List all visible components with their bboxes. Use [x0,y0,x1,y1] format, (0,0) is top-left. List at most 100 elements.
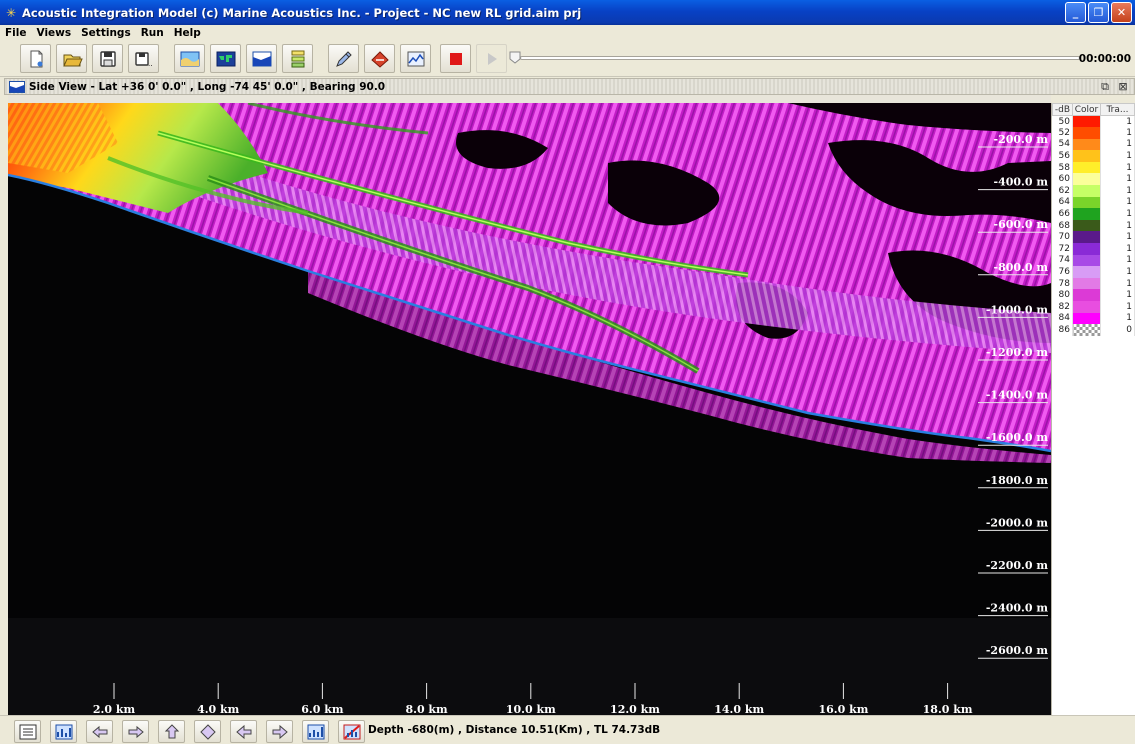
legend-row[interactable]: 72 1 [1052,243,1135,255]
legend-transparency-value[interactable]: 1 [1100,254,1135,267]
legend-row[interactable]: 54 1 [1052,138,1135,151]
legend-transparency-value[interactable]: 1 [1100,312,1135,325]
legend-transparency-value[interactable]: 1 [1100,277,1135,290]
graph-button[interactable] [302,720,329,743]
legend-color-swatch[interactable] [1072,127,1101,139]
legend-transparency-value[interactable]: 1 [1100,173,1135,186]
ship-button[interactable] [364,44,395,73]
legend-row[interactable]: 80 1 [1052,289,1135,301]
legend-transparency-value[interactable]: 1 [1100,161,1135,174]
menu-views[interactable]: Views [36,27,72,39]
map-view-button[interactable] [174,44,205,73]
lower-depth-band [8,618,1051,715]
legend-transparency-value[interactable]: 1 [1100,127,1135,139]
legend-color-swatch[interactable] [1072,185,1101,197]
legend-row[interactable]: 82 1 [1052,301,1135,313]
legend-color-swatch[interactable] [1072,301,1101,313]
legend-color-swatch[interactable] [1072,219,1101,232]
graph-red-button[interactable] [338,720,365,743]
menu-file[interactable]: File [5,27,27,39]
legend-transparency-value[interactable]: 1 [1100,196,1135,209]
legend-transparency-value[interactable]: 1 [1100,115,1135,128]
left-arrow-button[interactable] [230,720,257,743]
legend-row[interactable]: 70 1 [1052,231,1135,244]
playback-slider-track[interactable] [520,56,1080,60]
legend-row[interactable]: 50 1 [1052,115,1135,128]
menu-run[interactable]: Run [140,27,164,39]
legend-color-swatch[interactable] [1072,231,1101,244]
diamond-button[interactable] [194,720,221,743]
legend-row[interactable]: 68 1 [1052,219,1135,232]
open-button[interactable] [56,44,87,73]
legend-color-swatch[interactable] [1072,277,1101,290]
legend-transparency-value[interactable]: 1 [1100,150,1135,162]
legend-row[interactable]: 74 1 [1052,254,1135,267]
back-double-button[interactable] [86,720,113,743]
play-button[interactable] [476,44,507,73]
legend-row[interactable]: 64 1 [1052,196,1135,209]
legend-transparency-value[interactable]: 1 [1100,266,1135,278]
legend-color-swatch[interactable] [1072,173,1101,186]
legend-transparency-value[interactable]: 1 [1100,301,1135,313]
legend-row[interactable]: 76 1 [1052,266,1135,278]
legend-color-swatch[interactable] [1072,115,1101,128]
legend-db-value: 82 [1052,301,1073,313]
up-button[interactable] [158,720,185,743]
frame-restore-button[interactable]: ⧉ [1101,80,1109,93]
side-view-button[interactable] [246,44,277,73]
layers-button[interactable] [282,44,313,73]
legend-row[interactable]: 60 1 [1052,173,1135,186]
edit-button[interactable] [328,44,359,73]
range-label: 12.0 km [610,703,660,715]
world-map-button[interactable] [210,44,241,73]
maximize-button[interactable]: ❐ [1088,2,1109,23]
legend-color-swatch[interactable] [1072,138,1101,151]
save-button[interactable] [92,44,123,73]
legend-color-swatch[interactable] [1072,324,1101,336]
frame-close-button[interactable]: ⊠ [1118,80,1128,93]
legend-transparency-value[interactable]: 1 [1100,289,1135,301]
transmission-loss-canvas[interactable]: -200.0 m -400.0 m -600.0 m -800.0 m -1000.0 … [8,103,1051,715]
legend-transparency-value[interactable]: 1 [1100,243,1135,255]
legend-row[interactable]: 66 1 [1052,208,1135,220]
legend-transparency-value[interactable]: 1 [1100,219,1135,232]
minimize-button[interactable]: _ [1065,2,1086,23]
forward-double-button[interactable] [122,720,149,743]
legend-header-db[interactable]: -dB [1052,103,1073,116]
legend-row[interactable]: 58 1 [1052,161,1135,174]
legend-header-color[interactable]: Color [1072,103,1101,116]
transmission-loss-plot[interactable]: -200.0 m -400.0 m -600.0 m -800.0 m -1000.0 … [8,103,1051,715]
chart-view-button[interactable] [50,720,77,743]
legend-color-swatch[interactable] [1072,254,1101,267]
legend-row[interactable]: 62 1 [1052,185,1135,197]
legend-transparency-value[interactable]: 1 [1100,138,1135,151]
right-arrow-button[interactable] [266,720,293,743]
legend-row[interactable]: 84 1 [1052,312,1135,325]
menu-settings[interactable]: Settings [81,27,131,39]
legend-color-swatch[interactable] [1072,150,1101,162]
legend-transparency-value[interactable]: 1 [1100,185,1135,197]
legend-row[interactable]: 56 1 [1052,150,1135,162]
legend-color-swatch[interactable] [1072,243,1101,255]
new-button[interactable] [20,44,51,73]
legend-row[interactable]: 86 0 [1052,324,1135,336]
legend-transparency-value[interactable]: 1 [1100,231,1135,244]
legend-row[interactable]: 78 1 [1052,277,1135,290]
legend-transparency-value[interactable]: 0 [1100,324,1135,336]
legend-header-transparency[interactable]: Tra... [1100,103,1135,116]
chart-button[interactable] [400,44,431,73]
playback-slider-thumb[interactable] [509,51,521,64]
legend-color-swatch[interactable] [1072,266,1101,278]
close-button[interactable]: ✕ [1111,2,1132,23]
legend-row[interactable]: 52 1 [1052,127,1135,139]
legend-color-swatch[interactable] [1072,312,1101,325]
menu-help[interactable]: Help [173,27,201,39]
legend-color-swatch[interactable] [1072,208,1101,220]
legend-color-swatch[interactable] [1072,161,1101,174]
legend-color-swatch[interactable] [1072,196,1101,209]
legend-transparency-value[interactable]: 1 [1100,208,1135,220]
stop-button[interactable] [440,44,471,73]
list-button[interactable] [14,720,41,743]
legend-color-swatch[interactable] [1072,289,1101,301]
save-as-button[interactable]: .. [128,44,159,73]
